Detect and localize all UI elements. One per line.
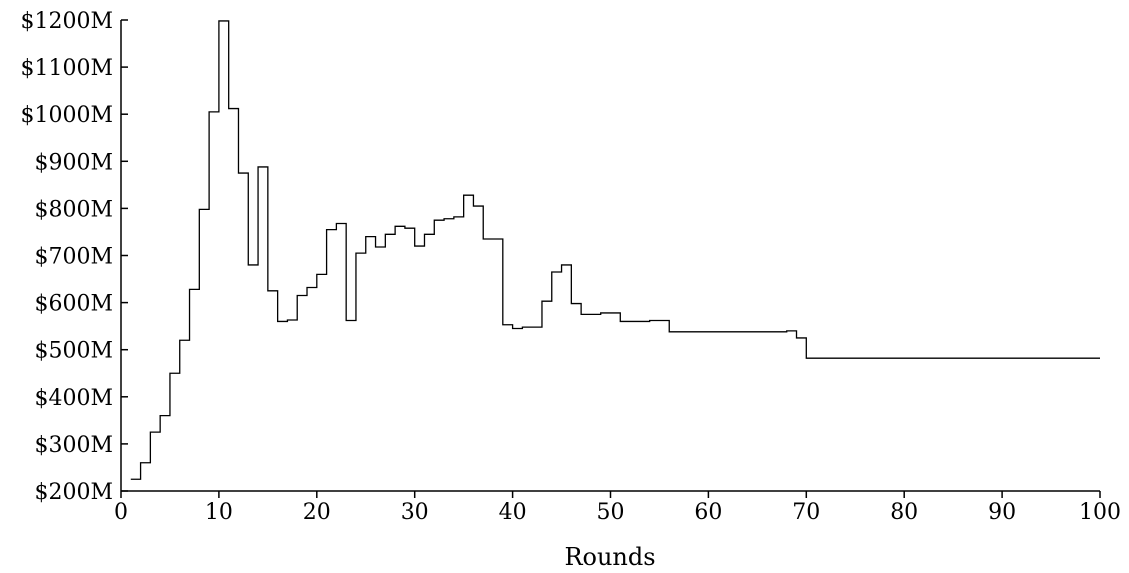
y-tick-label: $700M bbox=[34, 245, 113, 270]
y-tick-label: $1000M bbox=[20, 103, 113, 128]
x-tick-label: 30 bbox=[401, 500, 429, 525]
x-tick-label: 40 bbox=[499, 500, 527, 525]
plot-area bbox=[130, 20, 1100, 480]
x-tick-label: 10 bbox=[205, 500, 233, 525]
x-tick-label: 60 bbox=[694, 500, 722, 525]
series-step-line bbox=[130, 20, 1100, 480]
x-tick-label: 80 bbox=[890, 500, 918, 525]
y-tick-label: $800M bbox=[34, 197, 113, 222]
y-tick-label: $200M bbox=[34, 480, 113, 505]
x-axis-ticks: 0 10 20 30 40 50 60 70 80 90 100 bbox=[114, 491, 1121, 525]
y-tick-label: $400M bbox=[34, 386, 113, 411]
y-axis-ticks: $200M $300M $400M $500M $600M $700M $800M $900M… bbox=[20, 9, 128, 505]
x-axis-title: Rounds bbox=[564, 543, 655, 571]
x-tick-label: 100 bbox=[1079, 500, 1121, 525]
x-tick-label: 50 bbox=[597, 500, 625, 525]
y-tick-label: $500M bbox=[34, 339, 113, 364]
y-tick-label: $1100M bbox=[20, 56, 113, 81]
y-tick-label: $600M bbox=[34, 292, 113, 317]
y-tick-label: $1200M bbox=[20, 9, 113, 34]
x-tick-label: 90 bbox=[988, 500, 1016, 525]
x-tick-label: 70 bbox=[792, 500, 820, 525]
x-tick-label: 0 bbox=[114, 500, 128, 525]
y-tick-label: $300M bbox=[34, 433, 113, 458]
x-tick-label: 20 bbox=[303, 500, 331, 525]
y-tick-label: $900M bbox=[34, 150, 113, 175]
